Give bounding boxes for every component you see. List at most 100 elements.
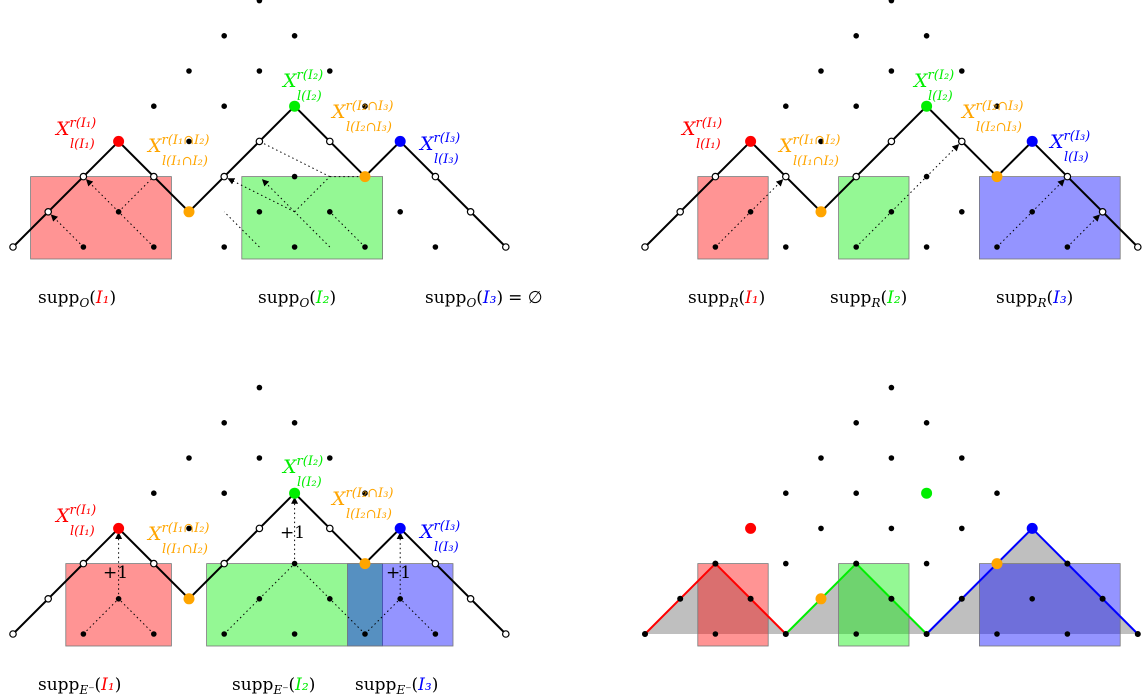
path-vertex-dot [853, 560, 860, 567]
path-vertex-dot [1098, 208, 1107, 216]
marked-point-I2-cap-I3 [359, 558, 371, 570]
lattice-dot [397, 596, 404, 602]
caption-subscript: R [870, 296, 880, 310]
lattice-dot [783, 103, 789, 109]
dotted-line [83, 598, 119, 635]
path-vertex-dot [501, 630, 510, 638]
variable-x: X [960, 101, 977, 123]
lattice-dot [783, 490, 789, 497]
caption-paren: ( [738, 288, 745, 308]
superscript: r(I₃) [434, 519, 461, 534]
label-X-I1-cap-I2-subscript: l(I₁∩I₂) [793, 154, 839, 169]
label-X-I2-subscript: l(I₂) [297, 89, 322, 104]
path-vertex-dot [431, 559, 440, 568]
caption-subscript: O [466, 296, 476, 310]
dotted-line [223, 211, 260, 248]
path-vertex-dot [677, 595, 684, 602]
caption-subscript: R [1036, 296, 1046, 310]
caption-paren: ) [329, 288, 336, 308]
path-vertex-dot [9, 243, 17, 251]
caption-paren: ( [880, 288, 887, 308]
path-vertex-dot [958, 595, 965, 602]
path-vertex-dot [887, 137, 896, 146]
path-vertex-dot [711, 172, 720, 181]
label-X-I2-cap-I3-subscript: l(I₂∩I₃) [976, 120, 1022, 135]
support-caption-I3: suppR(I₃) [996, 288, 1073, 310]
lattice-dot [888, 384, 895, 391]
path-vertex-dot [923, 631, 930, 637]
variable-x: X [418, 521, 435, 543]
dotted-arrow [261, 179, 295, 213]
label-X-I2-cap-I3: Xr(I₂∩I₃) [330, 486, 393, 510]
path-vertex-dot [150, 172, 158, 181]
lattice-dot [853, 33, 859, 39]
lattice-dot [888, 68, 895, 74]
superscript: r(I₃) [1064, 129, 1091, 144]
variable-x: X [146, 523, 163, 545]
caption-interval: I₁ [100, 675, 115, 695]
lattice-dot [221, 33, 227, 39]
marked-point-I3 [1026, 522, 1038, 534]
label-X-I2-cap-I3: Xr(I₂∩I₃) [330, 99, 393, 123]
lattice-dot [888, 455, 895, 461]
lattice-dot [291, 560, 298, 567]
label-X-I3: Xr(I₃) [418, 131, 460, 155]
superscript: r(I₂) [928, 68, 955, 83]
path-vertex-dot [1099, 595, 1106, 602]
marked-point-I2-cap-I3 [991, 171, 1003, 183]
lattice-dot [291, 631, 298, 637]
lattice-dot [221, 103, 227, 109]
dotted-line [294, 211, 331, 248]
caption-paren: ) [432, 675, 439, 695]
lattice-dot [783, 560, 789, 567]
lattice-dot [959, 209, 965, 215]
path-vertex-dot [852, 172, 861, 181]
lattice-dot [221, 631, 227, 637]
path-vertex-dot [782, 631, 789, 637]
marked-point-I3 [394, 522, 406, 534]
path-vertex-dot [44, 594, 53, 603]
lattice-dot [959, 455, 965, 461]
marked-point-I1 [745, 522, 757, 534]
path-vertex-dot [431, 172, 440, 181]
caption-paren: ) [115, 675, 122, 695]
lattice-dot [923, 560, 930, 567]
lattice-dot [853, 420, 859, 426]
lattice-dot [327, 68, 333, 74]
marked-point-I1-cap-I2 [183, 593, 195, 605]
variable-x: X [146, 135, 163, 157]
marked-point-I2 [921, 487, 933, 499]
lattice-dot [888, 209, 895, 215]
dot-layer [9, 0, 1142, 638]
path-vertex-dot [1134, 243, 1142, 251]
variable-x: X [330, 101, 347, 123]
label-X-I1: Xr(I₁) [54, 503, 96, 527]
caption-subscript: E⁻ [395, 683, 411, 697]
lattice-dot [712, 631, 719, 637]
lattice-dot [327, 455, 333, 461]
dotted-arrow [1031, 179, 1065, 213]
marked-point-I1-cap-I2 [183, 206, 195, 218]
marked-point-I3 [1026, 135, 1038, 147]
caption-interval: I₂ [315, 288, 330, 308]
lattice-dot [151, 244, 157, 250]
marked-point-I2-cap-I3 [991, 558, 1003, 570]
dotted-arrow [750, 179, 784, 213]
lattice-dot [362, 103, 368, 109]
lattice-dot [256, 596, 263, 602]
path-vertex-dot [676, 208, 685, 216]
lattice-dot [923, 420, 930, 426]
lattice-dot [1029, 596, 1035, 602]
superscript: r(I₁∩I₂) [793, 133, 841, 148]
plus-one-label: +1 [386, 563, 411, 583]
label-X-I1-subscript: l(I₁) [70, 524, 95, 539]
support-caption-I3: suppO(I₃) = ∅ [425, 288, 543, 310]
support-caption-I1: suppR(I₁) [688, 288, 765, 310]
caption-supp: supp [232, 675, 274, 695]
lattice-dot [923, 173, 930, 180]
label-X-I2: Xr(I₂) [281, 68, 323, 92]
path-vertex-dot [255, 524, 264, 533]
lattice-dot [151, 631, 157, 637]
dotted-arrow [50, 214, 84, 248]
lattice-dot [818, 68, 824, 74]
